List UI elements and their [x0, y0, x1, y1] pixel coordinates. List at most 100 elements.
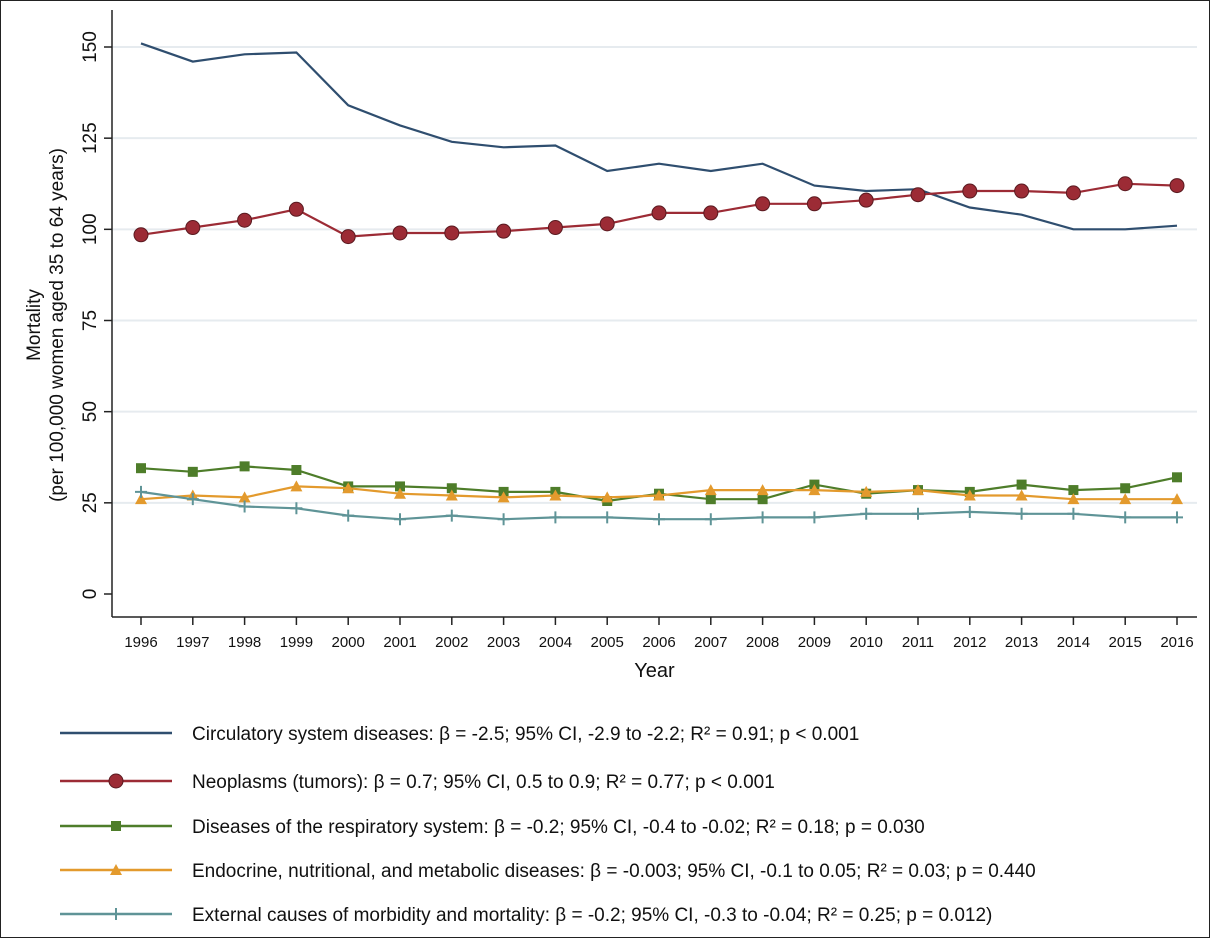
data-point	[446, 483, 457, 494]
data-point	[757, 494, 768, 505]
data-point	[133, 227, 149, 243]
legend-swatch-marker	[108, 773, 124, 789]
data-point	[186, 493, 199, 506]
series-1	[140, 42, 1178, 231]
gridlines	[112, 46, 1197, 504]
x-tick-label: 2013	[1005, 634, 1038, 651]
y-axis-label-line2: (per 100,000 women aged 35 to 64 years)	[47, 148, 68, 502]
data-point	[1119, 511, 1132, 524]
data-point	[1120, 483, 1131, 494]
data-point	[1065, 185, 1081, 201]
series-5	[135, 485, 1183, 526]
legend: Circulatory system diseases: β = -2.5; 9…	[60, 724, 1036, 926]
data-point	[1015, 507, 1028, 520]
data-point	[601, 491, 614, 503]
data-point	[445, 509, 458, 522]
data-point	[653, 513, 665, 526]
data-point	[290, 502, 303, 515]
data-point	[1014, 183, 1030, 199]
data-point	[135, 493, 147, 505]
data-point	[703, 205, 719, 221]
data-point	[704, 484, 717, 496]
legend-swatch-marker	[110, 908, 122, 920]
data-point	[497, 513, 510, 526]
data-point	[1068, 485, 1079, 496]
data-point	[549, 511, 562, 524]
data-point	[238, 500, 251, 513]
data-point	[237, 212, 253, 228]
y-tick-label: 25	[80, 492, 101, 513]
x-tick-label: 2006	[642, 634, 675, 651]
y-axis-label: Mortality (per 100,000 women aged 35 to …	[24, 148, 68, 502]
y-tick-label: 125	[80, 122, 101, 154]
data-point	[1067, 507, 1080, 520]
x-tick-label: 2000	[332, 634, 365, 651]
x-tick-label: 2016	[1160, 634, 1193, 651]
x-tick-label: 2010	[850, 634, 883, 651]
data-point	[1067, 493, 1080, 505]
x-tick-label: 2014	[1057, 634, 1090, 651]
data-point	[653, 489, 665, 501]
legend-swatch-marker	[111, 821, 121, 831]
legend-label: Circulatory system diseases: β = -2.5; 9…	[192, 724, 859, 745]
data-point	[394, 487, 406, 499]
data-point	[342, 482, 355, 494]
data-point	[808, 484, 821, 496]
series-2	[133, 176, 1185, 245]
x-tick-label: 1999	[280, 634, 313, 651]
x-tick-label: 2009	[798, 634, 831, 651]
legend-entry: Endocrine, nutritional, and metabolic di…	[60, 861, 1036, 882]
data-point	[342, 509, 355, 522]
data-point	[963, 505, 976, 518]
data-point	[135, 485, 147, 498]
series-layer	[133, 42, 1185, 526]
data-point	[291, 465, 302, 476]
data-point	[1169, 178, 1185, 194]
data-point	[806, 196, 822, 212]
x-axis-label: Year	[634, 660, 675, 682]
data-point	[756, 484, 769, 496]
data-point	[599, 216, 615, 232]
x-tick-label: 1996	[124, 634, 157, 651]
data-point	[392, 225, 408, 241]
data-point	[395, 481, 405, 492]
legend-entry: Diseases of the respiratory system: β = …	[60, 817, 925, 838]
data-point	[340, 229, 356, 245]
data-point	[1172, 472, 1182, 483]
data-point	[704, 513, 717, 526]
x-tick-label: 2003	[487, 634, 520, 651]
data-point	[601, 511, 614, 524]
data-point	[497, 491, 510, 503]
data-point	[185, 220, 201, 236]
legend-label: Endocrine, nutritional, and metabolic di…	[192, 861, 1036, 882]
data-point	[238, 491, 251, 503]
legend-swatch-marker	[110, 864, 122, 875]
data-point	[910, 187, 926, 203]
legend-label: Neoplasms (tumors): β = 0.7; 95% CI, 0.5…	[192, 772, 775, 793]
data-point	[962, 183, 978, 199]
x-tick-label: 2004	[539, 634, 572, 651]
data-point	[1016, 479, 1027, 490]
x-tick-label: 1997	[176, 634, 209, 651]
y-tick-label: 0	[80, 589, 101, 600]
y-axis-label-line1: Mortality	[24, 289, 45, 361]
x-tick-label: 2011	[902, 634, 934, 651]
data-point	[755, 196, 771, 212]
data-point	[756, 511, 769, 524]
data-point	[651, 205, 667, 221]
axes: 0 25 50 75 100 125 150 1996 1997 1998 1999 2000 2001…	[80, 10, 1197, 651]
y-tick-label: 100	[80, 213, 101, 245]
data-point	[547, 220, 563, 236]
data-point	[1171, 493, 1183, 505]
data-point	[963, 489, 976, 501]
data-point	[444, 225, 460, 241]
data-point	[288, 201, 304, 217]
x-tick-label: 2007	[694, 634, 727, 651]
data-point	[290, 480, 303, 492]
data-point	[860, 485, 873, 497]
data-point	[239, 461, 250, 472]
y-tick-label: 150	[80, 31, 101, 63]
data-point	[496, 223, 512, 239]
y-tick-label: 50	[80, 401, 101, 422]
